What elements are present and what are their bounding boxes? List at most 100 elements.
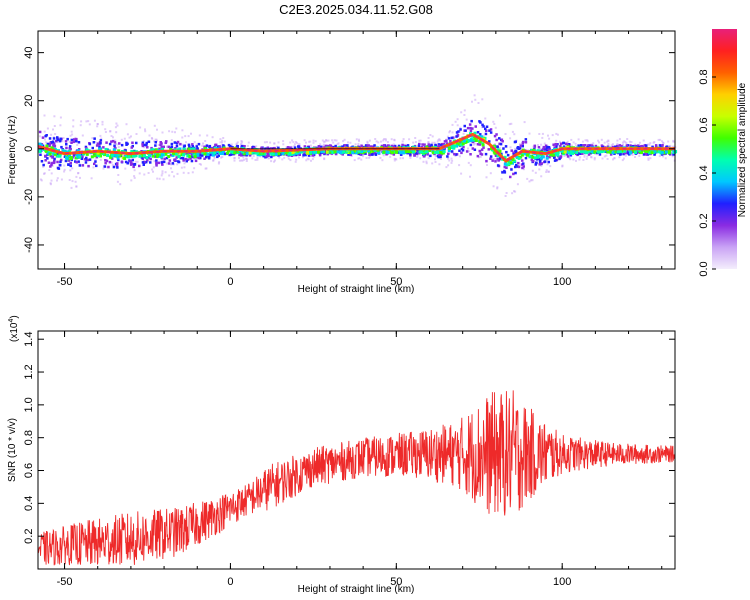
spectrogram-faint-cell xyxy=(659,138,662,141)
spectrogram-cell xyxy=(41,136,45,139)
spectrogram-cell xyxy=(99,142,102,145)
spectrogram-cell xyxy=(509,175,512,179)
spectrogram-faint-cell xyxy=(358,157,361,160)
spectrogram-faint-cell xyxy=(43,172,45,175)
spectrogram-faint-cell xyxy=(104,128,107,131)
spectrogram-core-cell xyxy=(156,153,159,157)
spectrogram-faint-cell xyxy=(431,135,434,138)
spectrogram-faint-cell xyxy=(463,114,466,116)
spectrogram-faint-cell xyxy=(382,154,385,157)
spectrogram-cell xyxy=(44,134,47,138)
spectrogram-faint-cell xyxy=(166,162,169,165)
spectrogram-cell xyxy=(59,158,63,162)
spectrogram-faint-cell xyxy=(499,114,501,117)
spectrogram-faint-cell xyxy=(298,156,300,159)
spectrogram-core-cell xyxy=(203,152,207,156)
spectrogram-core-cell xyxy=(208,150,212,154)
spectrogram-faint-cell xyxy=(555,132,558,135)
spectrogram-faint-cell xyxy=(462,132,465,135)
spectrogram-cell xyxy=(56,136,59,139)
spectrogram-faint-cell xyxy=(166,145,168,148)
spectrogram-faint-cell xyxy=(291,146,294,149)
spectrogram-cell xyxy=(482,146,485,149)
spectrogram-cell xyxy=(173,141,177,144)
spectrogram-faint-cell xyxy=(574,142,577,145)
spectrogram-core-cell xyxy=(48,152,52,156)
spectrogram-cell xyxy=(382,144,386,147)
spectrogram-cell xyxy=(146,146,149,149)
spectrogram-core-cell xyxy=(44,149,48,153)
spectrogram-faint-cell xyxy=(42,165,45,168)
spectrogram-cell xyxy=(240,144,244,148)
spectrogram-faint-cell xyxy=(213,157,216,160)
spectrogram-cell xyxy=(228,145,232,148)
spectrogram-faint-cell xyxy=(427,157,430,160)
spectrogram-cell xyxy=(165,140,168,143)
spectrogram-faint-cell xyxy=(448,131,451,134)
spectrogram-cell xyxy=(576,152,580,156)
spectrogram-core-cell xyxy=(333,150,337,154)
colorbar-tick-label: 0.8 xyxy=(698,69,710,84)
spectrogram-faint-cell xyxy=(156,128,158,131)
spectrogram-faint-cell xyxy=(218,161,221,164)
spectrogram-faint-cell xyxy=(151,168,154,171)
spectrogram-core-cell xyxy=(103,153,107,157)
spectrogram-cell xyxy=(141,157,144,161)
spectrogram-faint-cell xyxy=(624,154,627,157)
spectrogram-core-cell xyxy=(69,157,73,161)
spectrogram-cell xyxy=(494,160,497,163)
spectrogram-faint-cell xyxy=(469,175,471,178)
spectrogram-core-cell xyxy=(481,143,485,147)
figure-title: C2E3.2025.034.11.52.G08 xyxy=(279,2,433,17)
spectrogram-cell xyxy=(510,168,513,171)
spectrogram-core-cell xyxy=(586,150,590,154)
spectrogram-cell xyxy=(469,143,473,147)
spectrogram-faint-cell xyxy=(153,140,156,143)
spectrogram-cell xyxy=(55,139,58,143)
spectrogram-faint-cell xyxy=(286,155,289,158)
spectrogram-cell xyxy=(175,156,178,159)
spectrogram-faint-cell xyxy=(96,125,99,128)
spectrogram-cell xyxy=(462,145,465,149)
spectrogram-cell xyxy=(516,146,519,150)
spectrogram-faint-cell xyxy=(153,160,156,163)
spectrogram-faint-cell xyxy=(201,144,204,147)
spectrogram-faint-cell xyxy=(451,123,454,126)
spectrogram-faint-cell xyxy=(607,140,610,143)
spectrogram-faint-cell xyxy=(368,156,371,159)
spectrogram-faint-cell xyxy=(493,158,496,161)
spectrogram-faint-cell xyxy=(365,157,368,159)
spectrogram-faint-cell xyxy=(366,141,369,144)
spectrogram-cell xyxy=(341,153,344,156)
spectrogram-faint-cell xyxy=(69,134,72,137)
spectrogram-faint-cell xyxy=(236,141,239,144)
spectrogram-faint-cell xyxy=(282,143,285,146)
spectrogram-cell xyxy=(616,144,619,148)
spectrogram-core-cell xyxy=(193,155,197,159)
spectrogram-faint-cell xyxy=(347,141,349,144)
spectrogram-cell xyxy=(493,134,497,138)
spectrogram-cell xyxy=(480,148,484,151)
spectrogram-cell xyxy=(633,144,636,148)
spectrogram-faint-cell xyxy=(379,156,382,159)
spectrogram-faint-cell xyxy=(513,190,515,193)
spectrogram-cell xyxy=(87,164,90,168)
spectrogram-core-cell xyxy=(167,155,171,158)
spectrogram-cell xyxy=(68,145,72,148)
spectrogram-core-cell xyxy=(402,151,406,155)
spectrogram-faint-cell xyxy=(447,164,450,167)
spectrogram-cell xyxy=(371,153,374,156)
spectrogram-core-cell xyxy=(130,149,134,153)
spectrogram-core-cell xyxy=(520,153,524,157)
spectrogram-faint-cell xyxy=(56,179,58,182)
spectrogram-faint-cell xyxy=(456,118,459,121)
spectrogram-cell xyxy=(524,156,528,160)
spectrogram-faint-cell xyxy=(230,143,233,146)
spectrogram-cell xyxy=(522,165,525,168)
spectrogram-cell xyxy=(565,142,568,145)
spectrogram-faint-cell xyxy=(123,137,126,140)
spectrogram-cell xyxy=(50,141,54,144)
spectrogram-cell xyxy=(566,155,570,158)
spectrogram-faint-cell xyxy=(536,144,539,146)
spectrogram-core-cell xyxy=(153,152,157,156)
